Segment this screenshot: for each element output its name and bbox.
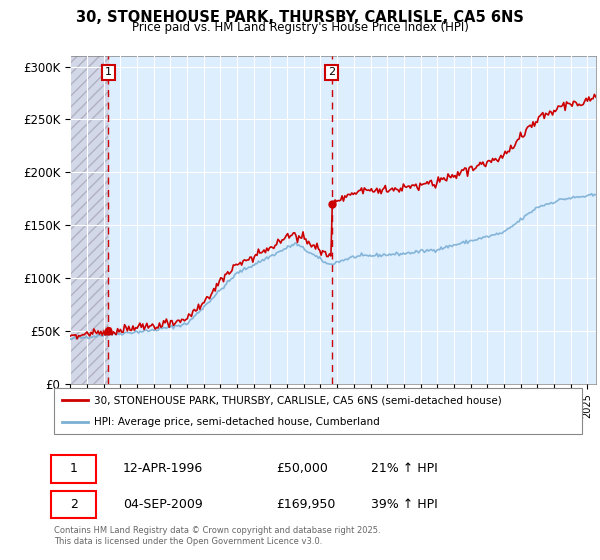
Text: 1: 1: [70, 463, 78, 475]
FancyBboxPatch shape: [54, 388, 582, 434]
Text: 21% ↑ HPI: 21% ↑ HPI: [371, 463, 437, 475]
Text: HPI: Average price, semi-detached house, Cumberland: HPI: Average price, semi-detached house,…: [94, 417, 379, 427]
Text: 39% ↑ HPI: 39% ↑ HPI: [371, 498, 437, 511]
Text: Price paid vs. HM Land Registry's House Price Index (HPI): Price paid vs. HM Land Registry's House …: [131, 21, 469, 34]
Text: 04-SEP-2009: 04-SEP-2009: [122, 498, 202, 511]
Text: 12-APR-1996: 12-APR-1996: [122, 463, 203, 475]
Bar: [70, 56, 108, 384]
Text: £169,950: £169,950: [276, 498, 335, 511]
Bar: [70, 56, 108, 384]
Text: 2: 2: [70, 498, 78, 511]
Text: 30, STONEHOUSE PARK, THURSBY, CARLISLE, CA5 6NS: 30, STONEHOUSE PARK, THURSBY, CARLISLE, …: [76, 10, 524, 25]
FancyBboxPatch shape: [52, 455, 96, 483]
Text: Contains HM Land Registry data © Crown copyright and database right 2025.
This d: Contains HM Land Registry data © Crown c…: [54, 526, 380, 546]
Text: 30, STONEHOUSE PARK, THURSBY, CARLISLE, CA5 6NS (semi-detached house): 30, STONEHOUSE PARK, THURSBY, CARLISLE, …: [94, 395, 502, 405]
FancyBboxPatch shape: [52, 491, 96, 519]
Text: £50,000: £50,000: [276, 463, 328, 475]
Text: 1: 1: [105, 67, 112, 77]
Text: 2: 2: [328, 67, 335, 77]
